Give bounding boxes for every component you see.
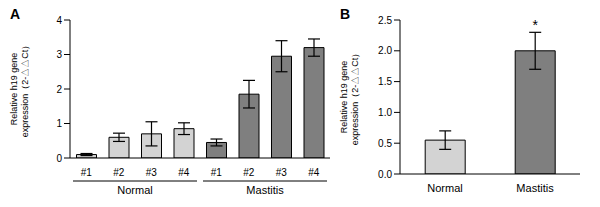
html-text:B: B xyxy=(340,6,351,22)
svg-text:Mastitis: Mastitis xyxy=(516,182,554,194)
svg-text:2.5: 2.5 xyxy=(378,15,392,26)
svg-text:2.0: 2.0 xyxy=(378,45,392,56)
svg-text:*: * xyxy=(532,17,538,33)
svg-text:expression（2-△△Ct）: expression（2-△△Ct） xyxy=(350,49,360,146)
svg-text:#2: #2 xyxy=(243,167,255,178)
svg-text:0.5: 0.5 xyxy=(378,138,392,149)
svg-text:#4: #4 xyxy=(308,167,320,178)
svg-text:Relative h19 gene: Relative h19 gene xyxy=(339,61,349,134)
svg-text:Normal: Normal xyxy=(427,182,462,194)
svg-text:#2: #2 xyxy=(113,167,125,178)
svg-text:1: 1 xyxy=(56,118,62,129)
svg-text:0.0: 0.0 xyxy=(378,169,392,180)
svg-text:#4: #4 xyxy=(178,167,190,178)
svg-text:Normal: Normal xyxy=(117,184,152,196)
svg-text:1.5: 1.5 xyxy=(378,76,392,87)
html-text:A: A xyxy=(10,6,21,22)
svg-text:4: 4 xyxy=(56,15,62,26)
svg-text:#3: #3 xyxy=(146,167,158,178)
svg-text:#1: #1 xyxy=(211,167,223,178)
svg-text:#3: #3 xyxy=(276,167,288,178)
svg-text:expression（2-△△Ct）: expression（2-△△Ct） xyxy=(20,41,30,138)
svg-text:#1: #1 xyxy=(81,167,93,178)
svg-text:Relative h19 gene: Relative h19 gene xyxy=(9,53,19,126)
svg-text:0: 0 xyxy=(56,153,62,164)
svg-text:2: 2 xyxy=(56,84,62,95)
svg-text:Mastitis: Mastitis xyxy=(246,184,284,196)
svg-text:1.0: 1.0 xyxy=(378,107,392,118)
svg-text:3: 3 xyxy=(56,49,62,60)
